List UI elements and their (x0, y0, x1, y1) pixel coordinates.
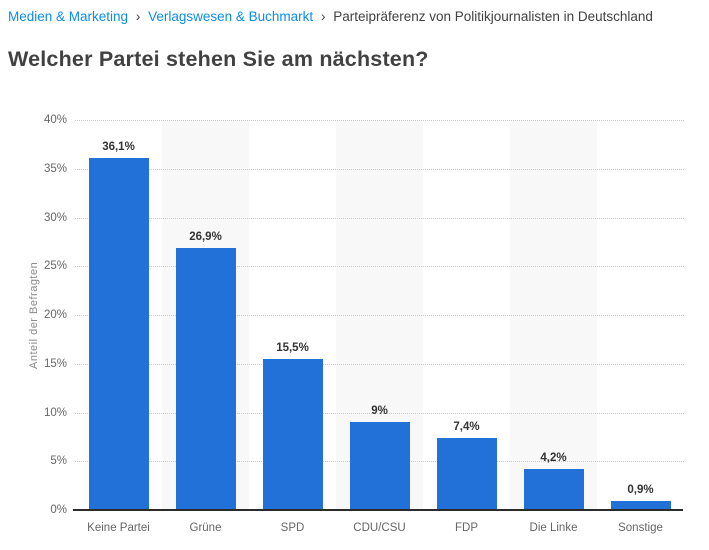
breadcrumb-current-page: Parteipräferenz von Politikjournalisten … (333, 9, 653, 24)
y-axis-tick-label: 30% (43, 211, 67, 224)
bar-value-label: 36,1% (102, 141, 135, 154)
bar-cdu-csu[interactable] (349, 422, 410, 510)
bar-value-label: 0,9% (627, 484, 654, 497)
y-axis-tick-label: 15% (43, 357, 67, 370)
breadcrumb-separator-icon: › (320, 9, 326, 24)
bar-spd[interactable] (262, 358, 323, 510)
y-axis-tick-label: 10% (43, 406, 67, 419)
gridline (75, 266, 684, 268)
y-axis-title: Anteil der Befragten (28, 261, 40, 369)
bar-sonstige[interactable] (610, 501, 671, 510)
breadcrumb-separator-icon: › (135, 9, 141, 24)
bar-value-label: 7,4% (453, 420, 480, 433)
y-axis-tick-label: 20% (43, 309, 67, 321)
bar-die-linke[interactable] (523, 469, 584, 510)
x-axis-category-label: Die Linke (529, 522, 578, 534)
y-axis-tick-label: 5% (50, 455, 67, 468)
gridline (75, 363, 684, 365)
breadcrumb: Medien & Marketing › Verlagswesen & Buch… (8, 9, 653, 25)
y-axis-tick-label: 35% (43, 162, 67, 175)
bar-value-label: 15,5% (276, 341, 309, 354)
x-axis-category-label: Keine Partei (87, 522, 150, 534)
bar-fdp[interactable] (436, 437, 497, 510)
bar-value-label: 4,2% (540, 452, 567, 465)
x-axis-line (73, 509, 683, 511)
y-axis-tick-label: 25% (43, 260, 67, 273)
x-axis-category-label: Sonstige (618, 522, 663, 534)
breadcrumb-link-medien-marketing[interactable]: Medien & Marketing (8, 9, 129, 24)
x-axis-category-label: Grüne (189, 522, 222, 534)
x-axis-category-label: CDU/CSU (353, 522, 406, 534)
breadcrumb-link-verlagswesen-buchmarkt[interactable]: Verlagswesen & Buchmarkt (148, 9, 314, 24)
y-axis-tick-label: 0% (50, 504, 67, 516)
bar-keine-partei[interactable] (88, 158, 149, 510)
bar-value-label: 9% (371, 405, 388, 418)
gridline (75, 120, 684, 121)
x-axis-category-label: FDP (455, 522, 478, 534)
bar-value-label: 26,9% (189, 230, 222, 243)
gridline (75, 168, 684, 170)
bar-gr-ne[interactable] (175, 247, 236, 510)
gridline (75, 217, 684, 219)
gridline (75, 315, 684, 316)
gridline (75, 412, 684, 414)
y-axis-tick-label: 40% (43, 114, 67, 126)
x-axis-category-label: SPD (280, 522, 305, 534)
page-title: Welcher Partei stehen Sie am nächsten? (8, 47, 429, 71)
bar-chart: 0% 5% 10% 15% 20% 25% 30% 35% 40% 36,1% Keine Par… (28, 114, 684, 534)
